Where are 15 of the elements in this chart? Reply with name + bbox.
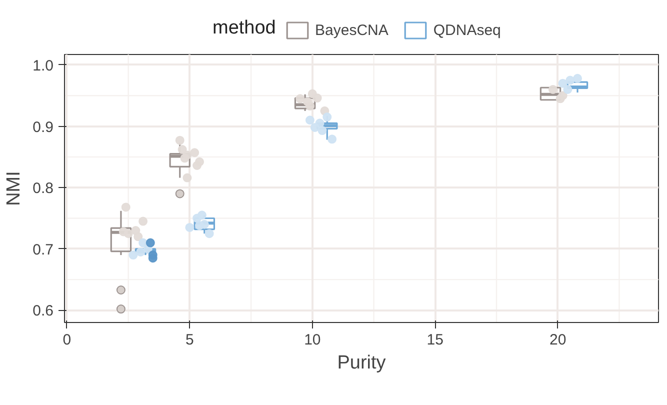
x-tick-label: 5 (186, 332, 194, 348)
y-tick-label: 0.6 (32, 302, 54, 320)
legend-label: QDNAseq (433, 22, 501, 38)
y-tick-label: 0.7 (32, 241, 54, 258)
x-tick-label: 0 (62, 332, 72, 348)
y-axis-title: NMI (4, 171, 25, 206)
legend-title: method (212, 18, 276, 38)
x-tick-label: 10 (304, 332, 321, 348)
y-tick-label: 0.8 (32, 180, 54, 198)
y-tick-label: 1.0 (32, 57, 54, 74)
y-tick-label: 0.9 (32, 118, 54, 136)
legend-label: BayesCNA (315, 22, 388, 38)
x-tick-label: 20 (550, 332, 566, 348)
x-tick-label: 15 (426, 332, 444, 348)
x-axis-title: Purity (337, 352, 386, 374)
